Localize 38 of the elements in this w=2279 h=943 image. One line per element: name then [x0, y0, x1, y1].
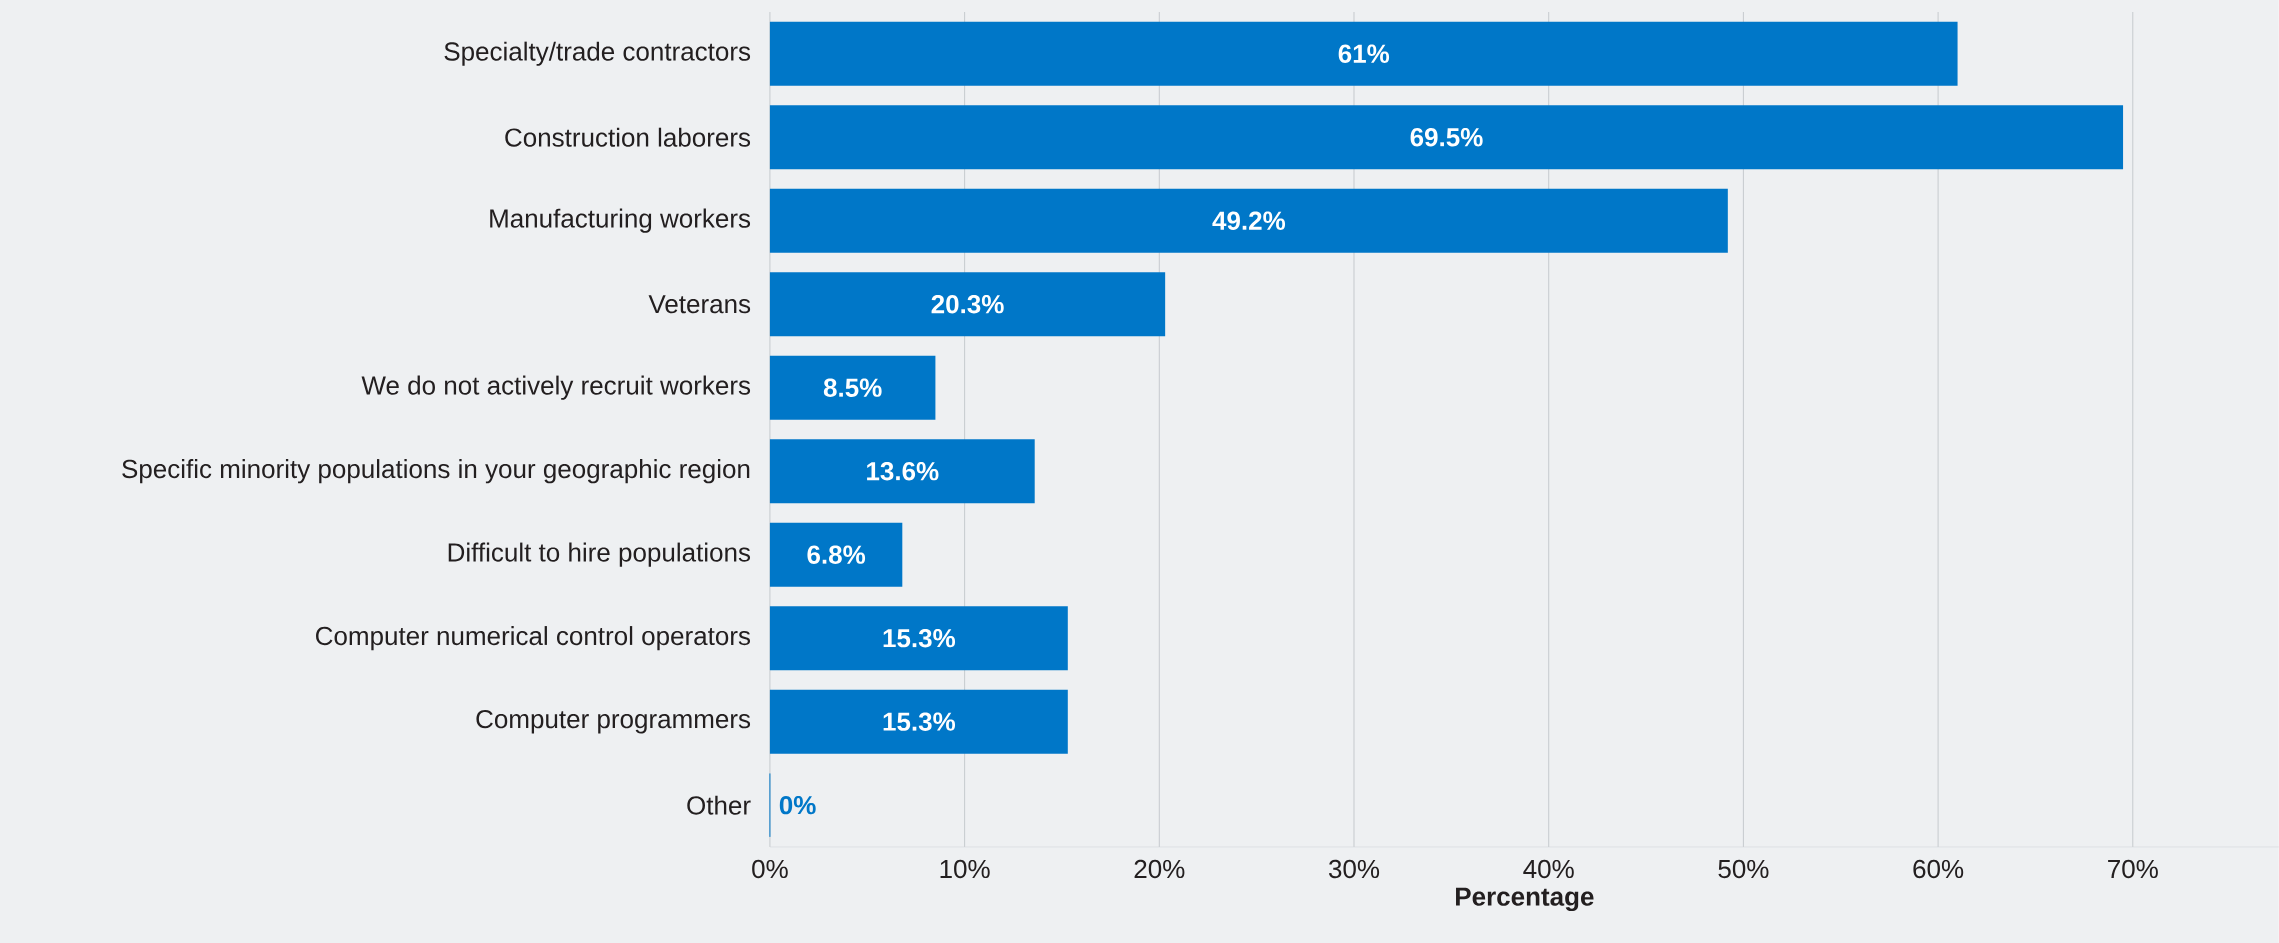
y-tick-label: Computer programmers: [476, 709, 751, 734]
y-tick-label: Manufacturing workers: [490, 208, 751, 233]
data-label: 0%: [779, 796, 816, 815]
y-tick-label: We do not actively recruit workers: [361, 375, 751, 400]
data-label: 15.3%: [883, 712, 956, 731]
bar: [769, 355, 936, 420]
x-tick-label: 40%: [1523, 859, 1574, 879]
x-tick-label: 30%: [1328, 859, 1380, 879]
bar: [769, 439, 1035, 504]
y-tick-label: Specific minority populations in your geographic region: [122, 459, 750, 484]
x-tick-label: 0%: [752, 859, 788, 879]
y-tick-label: Difficult to hire populations: [448, 542, 751, 567]
y-tick-label: Specialty/trade contractors: [444, 41, 751, 66]
x-tick-label: 50%: [1718, 859, 1769, 879]
data-label: 8.5%: [823, 378, 882, 397]
x-tick-label: 60%: [1913, 859, 1964, 879]
bar: [769, 689, 1068, 754]
data-label: 20.3%: [931, 295, 1004, 314]
y-tick-label: Construction laborers: [505, 127, 751, 147]
bar: [769, 522, 903, 587]
bar: [769, 606, 1068, 671]
x-tick-label: 10%: [940, 859, 990, 879]
bar: [769, 21, 1958, 86]
data-label: 61%: [1338, 44, 1390, 63]
x-axis-title: Percentage: [1456, 887, 1594, 912]
y-tick-label: Veterans: [648, 295, 751, 314]
x-tick-label: 20%: [1134, 859, 1185, 879]
bar: [769, 105, 2124, 170]
y-tick-label: Other: [687, 795, 751, 815]
data-label: 15.3%: [883, 629, 956, 648]
data-label: 13.6%: [867, 462, 939, 481]
y-tick-label: Computer numerical control operators: [316, 626, 751, 651]
data-label: 49.2%: [1212, 211, 1286, 230]
data-label: 69.5%: [1410, 128, 1483, 147]
data-label: 6.8%: [807, 545, 866, 564]
bar: [769, 272, 1166, 337]
bar: [769, 188, 1728, 253]
x-tick-label: 70%: [2108, 859, 2158, 879]
